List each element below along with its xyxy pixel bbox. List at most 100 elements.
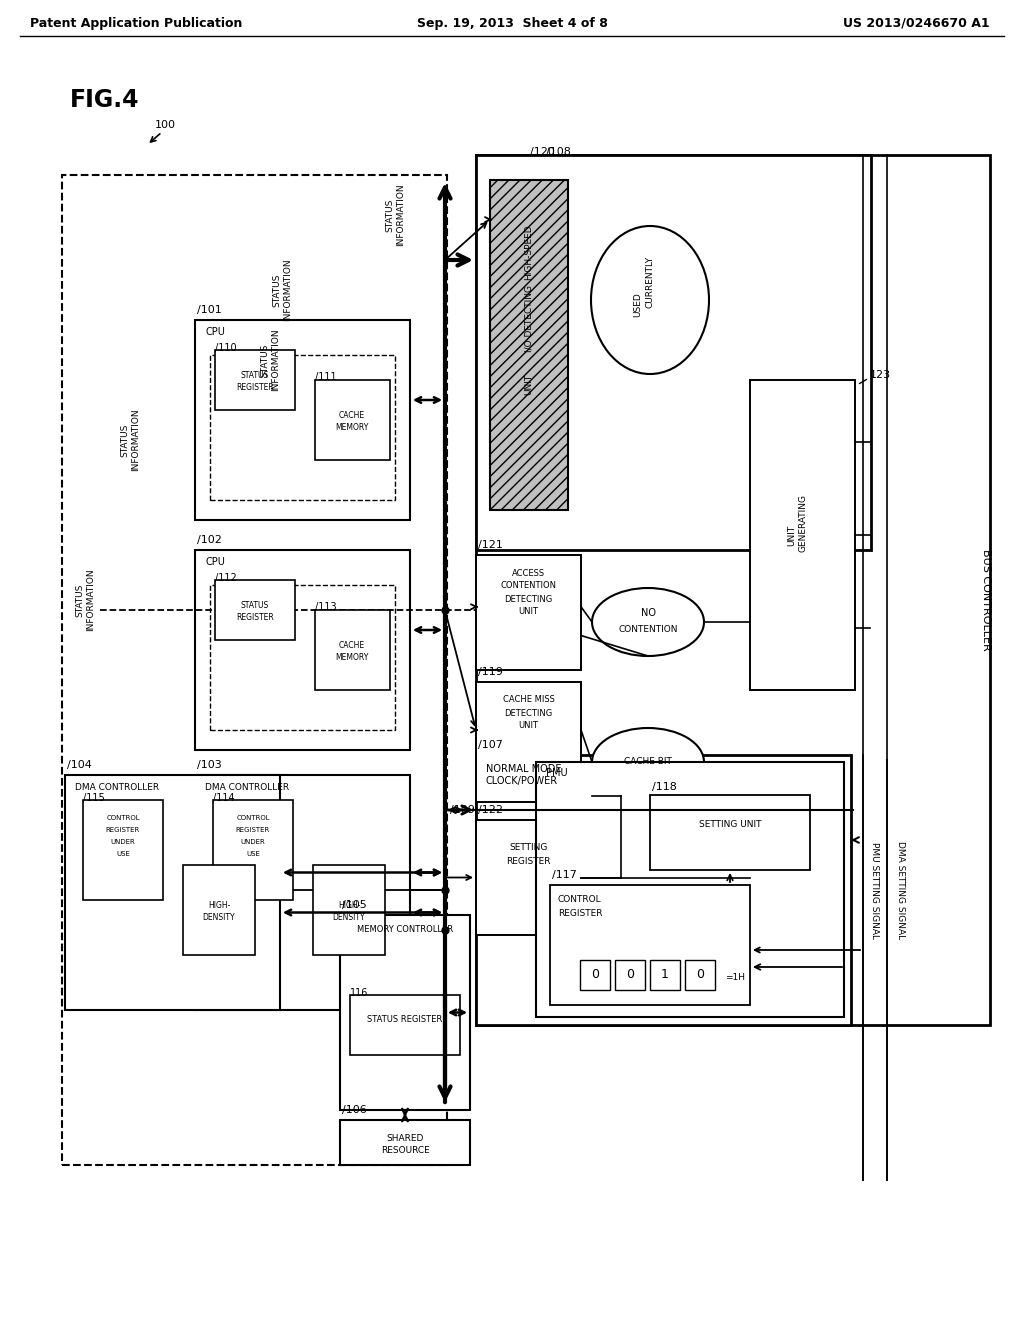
Bar (195, 319, 410, 520)
Text: UNIT: UNIT (524, 374, 534, 395)
Bar (315, 610, 390, 690)
Text: PMU SETTING SIGNAL: PMU SETTING SIGNAL (870, 842, 880, 939)
Text: RESOURCE: RESOURCE (381, 1146, 429, 1155)
Text: /120: /120 (530, 147, 555, 157)
Text: DENSITY: DENSITY (333, 913, 366, 923)
Text: /118: /118 (652, 781, 677, 792)
Text: 116: 116 (350, 987, 369, 998)
Bar (580, 960, 610, 990)
Text: UNIT: UNIT (518, 722, 539, 730)
Bar (350, 995, 460, 1055)
Text: UNDER: UNDER (111, 840, 135, 845)
Text: STATUS
INFORMATION: STATUS INFORMATION (76, 569, 94, 631)
Text: /102: /102 (197, 535, 222, 545)
Text: REGISTER: REGISTER (237, 383, 273, 392)
Text: USED: USED (634, 293, 642, 317)
Text: Sep. 19, 2013  Sheet 4 of 8: Sep. 19, 2013 Sheet 4 of 8 (417, 16, 607, 29)
Bar (476, 154, 990, 1026)
Text: /115: /115 (83, 793, 104, 803)
Text: /114: /114 (213, 793, 234, 803)
Text: DETECTING: DETECTING (505, 594, 553, 603)
Text: 123: 123 (870, 370, 891, 380)
Text: CACHE: CACHE (339, 640, 366, 649)
Text: CONTENTION: CONTENTION (501, 582, 556, 590)
Text: /110: /110 (215, 343, 237, 352)
Text: /109: /109 (450, 805, 475, 814)
Ellipse shape (592, 587, 705, 656)
Text: CONTROL: CONTROL (237, 814, 269, 821)
Bar (215, 350, 295, 411)
Text: DENSITY: DENSITY (203, 913, 236, 923)
Text: UNIT: UNIT (787, 524, 796, 545)
Text: /117: /117 (552, 870, 577, 880)
Text: /113: /113 (315, 602, 337, 612)
Text: HIGH-: HIGH- (338, 900, 360, 909)
Text: REGISTER: REGISTER (237, 612, 273, 622)
Text: DMA CONTROLLER: DMA CONTROLLER (75, 783, 159, 792)
Text: USE: USE (116, 851, 130, 857)
Bar (685, 960, 715, 990)
Text: FIG.4: FIG.4 (70, 88, 139, 112)
Text: /121: /121 (478, 540, 503, 550)
Bar (215, 579, 295, 640)
Text: DETECTING: DETECTING (505, 709, 553, 718)
Text: SETTING UNIT: SETTING UNIT (698, 820, 761, 829)
Bar (213, 800, 293, 900)
Bar (750, 380, 855, 690)
Bar (83, 800, 163, 900)
Bar (476, 154, 871, 550)
Text: MEMORY: MEMORY (335, 422, 369, 432)
Text: /106: /106 (342, 1105, 367, 1115)
Text: STATUS
INFORMATION: STATUS INFORMATION (385, 183, 404, 247)
Text: /104: /104 (67, 760, 92, 770)
Bar (550, 884, 750, 1005)
Bar (62, 176, 447, 1166)
Text: 0: 0 (696, 969, 705, 982)
Text: ACCESS: ACCESS (512, 569, 545, 578)
Ellipse shape (592, 729, 705, 796)
Bar (650, 960, 680, 990)
Text: REGISTER: REGISTER (558, 908, 602, 917)
Bar (65, 775, 280, 1010)
Bar (615, 960, 645, 990)
Bar (650, 795, 810, 870)
Bar (476, 682, 581, 803)
Text: CACHE MISS: CACHE MISS (503, 696, 554, 705)
Bar (490, 180, 568, 510)
Text: CACHE: CACHE (339, 411, 366, 420)
Text: UNDER: UNDER (241, 840, 265, 845)
Text: STATUS
INFORMATION: STATUS INFORMATION (272, 259, 292, 321)
Bar (183, 865, 255, 954)
Bar (195, 775, 410, 1010)
Text: /105: /105 (342, 900, 367, 909)
Text: 1: 1 (662, 969, 669, 982)
Text: 0: 0 (591, 969, 599, 982)
Text: /108: /108 (546, 147, 570, 157)
Text: Patent Application Publication: Patent Application Publication (30, 16, 243, 29)
Text: /119: /119 (478, 667, 503, 677)
Text: STATUS
INFORMATION: STATUS INFORMATION (260, 329, 280, 391)
Text: CPU: CPU (205, 557, 225, 568)
Text: CLOCK/POWER: CLOCK/POWER (486, 776, 558, 785)
Text: STATUS: STATUS (241, 371, 269, 380)
Bar (340, 1119, 470, 1166)
Text: MEMORY CONTROLLER: MEMORY CONTROLLER (357, 924, 453, 933)
Text: NORMAL MODE: NORMAL MODE (486, 764, 561, 774)
Text: STATUS REGISTER: STATUS REGISTER (368, 1015, 442, 1024)
Text: DMA CONTROLLER: DMA CONTROLLER (205, 783, 289, 792)
Text: =1H: =1H (725, 973, 745, 982)
Text: CACHE BIT: CACHE BIT (624, 758, 672, 767)
Text: REGISTER: REGISTER (236, 828, 270, 833)
Bar (195, 550, 410, 750)
Text: US 2013/0246670 A1: US 2013/0246670 A1 (844, 16, 990, 29)
Text: HIGH-SPEED: HIGH-SPEED (524, 224, 534, 280)
Text: STATUS: STATUS (241, 601, 269, 610)
Text: NO: NO (640, 609, 655, 618)
Text: GENERATING: GENERATING (798, 494, 807, 552)
Bar (476, 554, 581, 671)
Text: CONTENTION: CONTENTION (618, 626, 678, 635)
Bar (536, 762, 844, 1016)
Bar (210, 355, 395, 500)
Text: CONTROL: CONTROL (558, 895, 602, 904)
Text: DMA SETTING SIGNAL: DMA SETTING SIGNAL (896, 841, 904, 939)
